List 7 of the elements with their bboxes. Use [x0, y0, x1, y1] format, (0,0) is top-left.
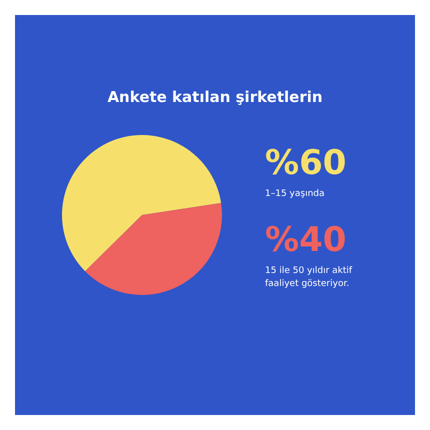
- slice-label: 1–15 yaşında: [265, 189, 325, 199]
- chart-title: Ankete katılan şirketlerin: [107, 88, 323, 106]
- slice-label: 15 ile 50 yıldır aktif faaliyet gösteriyor.: [265, 266, 353, 289]
- data-label: %60: [265, 143, 346, 183]
- data-label: %40: [265, 220, 346, 260]
- pie-slice: [62, 135, 222, 272]
- pie-slice: [85, 202, 222, 295]
